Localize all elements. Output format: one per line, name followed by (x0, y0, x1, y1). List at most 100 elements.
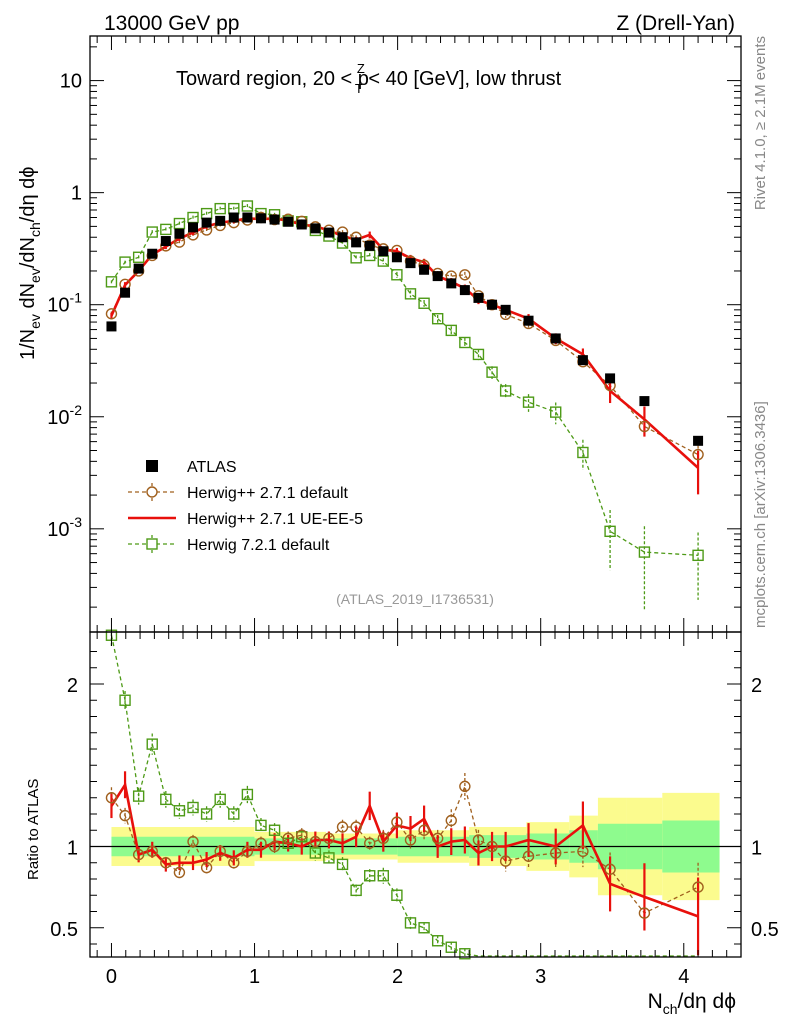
atlas-data-point (550, 333, 561, 344)
legend-label-herwig_default: Herwig++ 2.7.1 default (187, 485, 349, 502)
herwig_default-marker (692, 881, 704, 893)
herwig721-marker (214, 793, 226, 806)
herwig_default-marker (105, 308, 118, 320)
herwig721-marker (241, 788, 254, 801)
atlas-data-point (446, 278, 457, 289)
herwig_default-marker (187, 835, 199, 848)
legend: ATLAS Herwig++ 2.7.1 default Herwig++ 2.7.… (128, 459, 363, 554)
legend-label-herwig_ueee5: Herwig++ 2.7.1 UE-EE-5 (187, 511, 363, 528)
herwig_default-marker (692, 448, 704, 461)
herwig_default-marker (350, 821, 362, 833)
atlas-data-point (228, 212, 239, 223)
y-axis-label-p5: ch (27, 222, 43, 237)
y-tick-base: 10 (47, 519, 69, 541)
main-panel-data (105, 200, 704, 611)
herwig_default-marker (418, 824, 430, 836)
herwig_default-marker (604, 863, 616, 875)
y-axis-label-p6: /dη dϕ (17, 167, 39, 223)
herwig721-marker (404, 917, 417, 929)
atlas-data-point (255, 213, 266, 224)
herwig_default-marker (336, 821, 349, 833)
herwig_default-marker (550, 847, 562, 859)
herwig721-marker (577, 446, 589, 459)
herwig_default-marker (522, 850, 535, 862)
herwig_default-marker (132, 848, 145, 861)
atlas-data-point (296, 219, 307, 230)
ratio-tick-label-right: 0.5 (751, 919, 779, 941)
herwig721-line (110, 635, 699, 957)
herwig_default-marker (486, 840, 498, 853)
ratio-tick-label-right: 2 (751, 675, 762, 697)
y-axis-label-p3: ev (27, 268, 43, 283)
x-tick-label: 0 (106, 966, 117, 988)
legend-herwig721-marker (146, 538, 158, 550)
atlas-data-point (269, 214, 280, 225)
herwig_default-marker (228, 857, 240, 869)
herwig_default-marker (146, 845, 158, 858)
herwig721-line (110, 205, 699, 556)
atlas-data-point (693, 435, 704, 446)
atlas-data-point (147, 248, 158, 259)
atlas-data-point (201, 217, 212, 228)
y-axis-label-p4: /dN (17, 237, 39, 268)
herwig_default-marker (638, 907, 651, 919)
herwig_default-marker (377, 832, 390, 845)
x-axis-label-sub: ch (663, 1001, 678, 1017)
herwig721-marker (404, 288, 417, 300)
herwig721-marker (391, 269, 403, 281)
header-left: 13000 GeV pp (104, 12, 239, 35)
herwig721-marker (550, 406, 562, 418)
ratio-panel-data (105, 629, 704, 960)
y-tick-exponent: -3 (70, 514, 83, 530)
atlas-data-point (106, 321, 117, 332)
atlas-data-point (323, 227, 334, 238)
y-axis-label-p1: ev (27, 314, 43, 329)
plot-title-sub: T (355, 81, 363, 96)
herwig721-marker (282, 837, 294, 849)
atlas-data-point (133, 263, 144, 274)
x-axis-label: Nch/dη dϕ (648, 990, 736, 1017)
herwig721-marker (119, 256, 131, 268)
herwig721-marker (146, 226, 158, 238)
atlas-data-point (364, 240, 375, 251)
y-axis-label-p0: 1/N (17, 329, 39, 360)
herwig721-marker (214, 202, 226, 215)
herwig_default-marker (499, 855, 512, 867)
herwig_default-marker (173, 866, 186, 879)
y-tick-label: 10 (60, 71, 82, 93)
atlas-data-point (473, 292, 484, 303)
herwig_default-marker (241, 845, 254, 858)
herwig721-marker (132, 790, 145, 802)
herwig_default-marker (119, 809, 131, 822)
herwig721-marker (431, 935, 444, 947)
mcplots-label: mcplots.cern.ch [arXiv:1306.3436] (752, 401, 769, 628)
ratio-tick-label-right: 1 (751, 838, 762, 860)
atlas-data-point (523, 315, 534, 326)
x-tick-label: 4 (678, 966, 689, 988)
herwig_default-marker (459, 780, 471, 793)
herwig_default-marker (472, 834, 485, 846)
y-tick-label: 1 (71, 183, 82, 205)
herwig_default-marker (160, 857, 172, 869)
atlas-data-point (405, 258, 416, 269)
y-tick-base: 10 (47, 295, 69, 317)
atlas-data-point (351, 237, 362, 248)
herwig721-marker (105, 276, 118, 288)
x-tick-label: 2 (392, 966, 403, 988)
herwig721-marker (350, 252, 362, 264)
plot-title-main: Toward region, 20 < p (176, 68, 369, 90)
herwig_ueee5-line (110, 216, 699, 469)
analysis-tag: (ATLAS_2019_I1736531) (336, 591, 494, 607)
atlas-data-point (419, 264, 430, 275)
plot-title-tail: < 40 [GeV], low thrust (363, 68, 562, 90)
herwig721-marker (459, 336, 471, 349)
atlas-data-point (577, 355, 588, 366)
atlas-data-point (391, 252, 402, 263)
herwig721-marker (364, 870, 376, 882)
atlas-data-point (215, 215, 226, 226)
ratio-frame (89, 631, 742, 958)
y-tick-label: 10-2 (47, 402, 82, 429)
herwig721-marker (173, 217, 186, 230)
